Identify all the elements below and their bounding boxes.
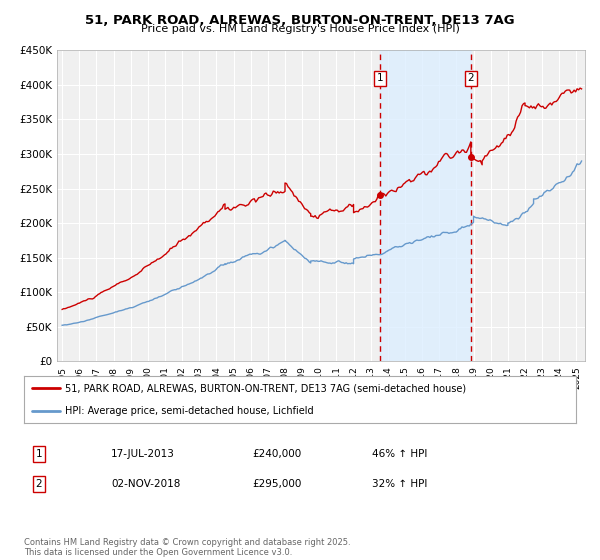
Text: 1: 1	[35, 449, 43, 459]
Text: £240,000: £240,000	[252, 449, 301, 459]
Text: £295,000: £295,000	[252, 479, 301, 489]
Text: HPI: Average price, semi-detached house, Lichfield: HPI: Average price, semi-detached house,…	[65, 405, 314, 416]
Text: 02-NOV-2018: 02-NOV-2018	[111, 479, 181, 489]
Text: 2: 2	[35, 479, 43, 489]
Text: 51, PARK ROAD, ALREWAS, BURTON-ON-TRENT, DE13 7AG (semi-detached house): 51, PARK ROAD, ALREWAS, BURTON-ON-TRENT,…	[65, 384, 467, 394]
Text: 46% ↑ HPI: 46% ↑ HPI	[372, 449, 427, 459]
Bar	[380, 50, 471, 361]
Text: Contains HM Land Registry data © Crown copyright and database right 2025.
This d: Contains HM Land Registry data © Crown c…	[24, 538, 350, 557]
Text: 1: 1	[377, 73, 383, 83]
Text: Price paid vs. HM Land Registry's House Price Index (HPI): Price paid vs. HM Land Registry's House …	[140, 24, 460, 34]
Text: 2: 2	[467, 73, 474, 83]
Text: 51, PARK ROAD, ALREWAS, BURTON-ON-TRENT, DE13 7AG: 51, PARK ROAD, ALREWAS, BURTON-ON-TRENT,…	[85, 14, 515, 27]
Text: 32% ↑ HPI: 32% ↑ HPI	[372, 479, 427, 489]
Text: 17-JUL-2013: 17-JUL-2013	[111, 449, 175, 459]
